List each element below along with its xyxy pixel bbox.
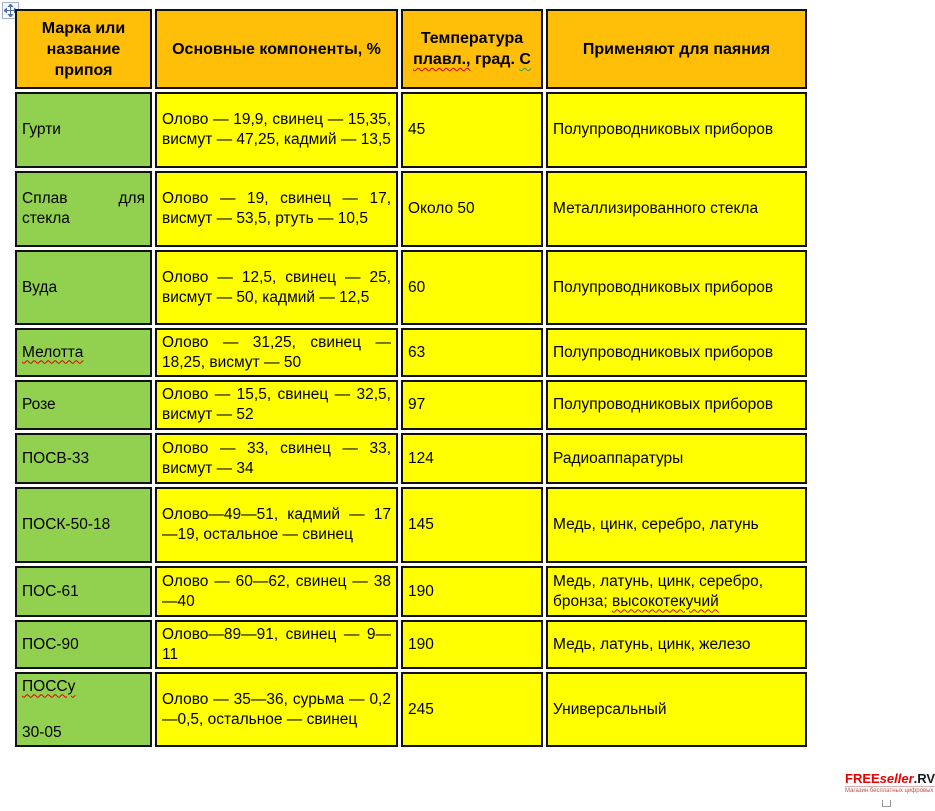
solder-name: Мелотта [15, 328, 152, 377]
solder-temp: 45 [401, 92, 543, 168]
solder-application: Металлизированного стекла [546, 171, 807, 247]
solder-application: Универсальный [546, 672, 807, 747]
freeseller-logo[interactable]: FREEseller.RV Магазин бесплатных цифровы… [845, 771, 935, 801]
solder-temp: 60 [401, 250, 543, 325]
solder-table: Марка или название припоя Основные компо… [12, 6, 810, 750]
table-row-posk-50-18: ПОСК-50-18 Олово—49—51, кадмий — 17—19, … [15, 487, 807, 563]
solder-temp: 245 [401, 672, 543, 747]
table-row-splav-dlya-stekla: Сплав для стекла Олово — 19, свинец — 17… [15, 171, 807, 247]
solder-temp: 124 [401, 433, 543, 484]
solder-components: Олово — 12,5, свинец — 25, висмут — 50, … [155, 250, 398, 325]
misspelled-word: ПОССу [22, 677, 76, 695]
table-row-melotta: Мелотта Олово — 31,25, свинец — 18,25, в… [15, 328, 807, 377]
header-temp-c: С [519, 51, 531, 68]
header-temperature-line2: плавл., град. С [408, 49, 536, 70]
solder-name: ПОСВ-33 [15, 433, 152, 484]
solder-components: Олово—49—51, кадмий — 17—19, остальное —… [155, 487, 398, 563]
header-application: Применяют для паяния [546, 9, 807, 89]
solder-name: Гурти [15, 92, 152, 168]
logo-free-text: FREE [845, 771, 880, 786]
header-temperature: Температура плавл., град. С [401, 9, 543, 89]
solder-temp: 97 [401, 380, 543, 430]
solder-application: Радиоаппаратуры [546, 433, 807, 484]
solder-application: Полупроводниковых приборов [546, 92, 807, 168]
header-temp-abbrev: плавл., [413, 51, 471, 68]
solder-name: Вуда [15, 250, 152, 325]
solder-name-line2: 30-05 [22, 723, 62, 741]
solder-components: Олово — 15,5, свинец — 32,5, висмут — 52 [155, 380, 398, 430]
freeseller-tagline: Магазин бесплатных цифровых товаров [845, 786, 935, 794]
solder-application: Полупроводниковых приборов [546, 380, 807, 430]
solder-application: Полупроводниковых приборов [546, 328, 807, 377]
solder-components: Олово — 33, свинец — 33, висмут — 34 [155, 433, 398, 484]
header-row: Марка или название припоя Основные компо… [15, 9, 807, 89]
application-text: Медь, латунь, цинк, серебро, бронза; [553, 572, 764, 610]
solder-temp: 145 [401, 487, 543, 563]
solder-application: Медь, цинк, серебро, латунь [546, 487, 807, 563]
header-components: Основные компоненты, % [155, 9, 398, 89]
freeseller-brand: FREEseller.RV [845, 771, 935, 786]
two-line-name: ПОССу 30-05 [22, 677, 145, 743]
solder-components: Олово — 31,25, свинец — 18,25, висмут — … [155, 328, 398, 377]
header-temp-units: град. [474, 51, 515, 68]
solder-temp: Около 50 [401, 171, 543, 247]
table-row-posv-33: ПОСВ-33 Олово — 33, свинец — 33, висмут … [15, 433, 807, 484]
solder-name: ПОСК-50-18 [15, 487, 152, 563]
solder-name: Сплав для стекла [15, 171, 152, 247]
solder-application: Медь, латунь, цинк, серебро, бронза; выс… [546, 566, 807, 617]
solder-components: Олово — 60—62, свинец — 38—40 [155, 566, 398, 617]
logo-seller-text: seller [879, 771, 914, 786]
logo-domain-text: .RV [913, 771, 935, 786]
solder-components: Олово — 19, свинец — 17, висмут — 53,5, … [155, 171, 398, 247]
solder-components: Олово — 35—36, сурьма — 0,2—0,5, остальн… [155, 672, 398, 747]
table-row-pos-61: ПОС-61 Олово — 60—62, свинец — 38—40 190… [15, 566, 807, 617]
table-row-roze: Розе Олово — 15,5, свинец — 32,5, висмут… [15, 380, 807, 430]
table-row-gurti: Гурти Олово — 19,9, свинец — 15,35, висм… [15, 92, 807, 168]
misspelled-word: Мелотта [22, 343, 84, 361]
misspelled-word: высокотекучий [612, 592, 719, 610]
solder-components: Олово — 19,9, свинец — 15,35, висмут — 4… [155, 92, 398, 168]
table-row-possu-30-05: ПОССу 30-05 Олово — 35—36, сурьма — 0,2—… [15, 672, 807, 747]
solder-temp: 190 [401, 620, 543, 669]
header-temperature-line1: Температура [420, 30, 524, 47]
solder-temp: 190 [401, 566, 543, 617]
solder-application: Полупроводниковых приборов [546, 250, 807, 325]
solder-temp: 63 [401, 328, 543, 377]
anchor-marker [882, 800, 891, 807]
table-row-pos-90: ПОС-90 Олово—89—91, свинец — 9—11 190 Ме… [15, 620, 807, 669]
solder-application: Медь, латунь, цинк, железо [546, 620, 807, 669]
solder-name: ПОССу 30-05 [15, 672, 152, 747]
solder-name: ПОС-90 [15, 620, 152, 669]
header-name: Марка или название припоя [15, 9, 152, 89]
solder-name: ПОС-61 [15, 566, 152, 617]
solder-components: Олово—89—91, свинец — 9—11 [155, 620, 398, 669]
solder-name: Розе [15, 380, 152, 430]
table-row-vuda: Вуда Олово — 12,5, свинец — 25, висмут —… [15, 250, 807, 325]
